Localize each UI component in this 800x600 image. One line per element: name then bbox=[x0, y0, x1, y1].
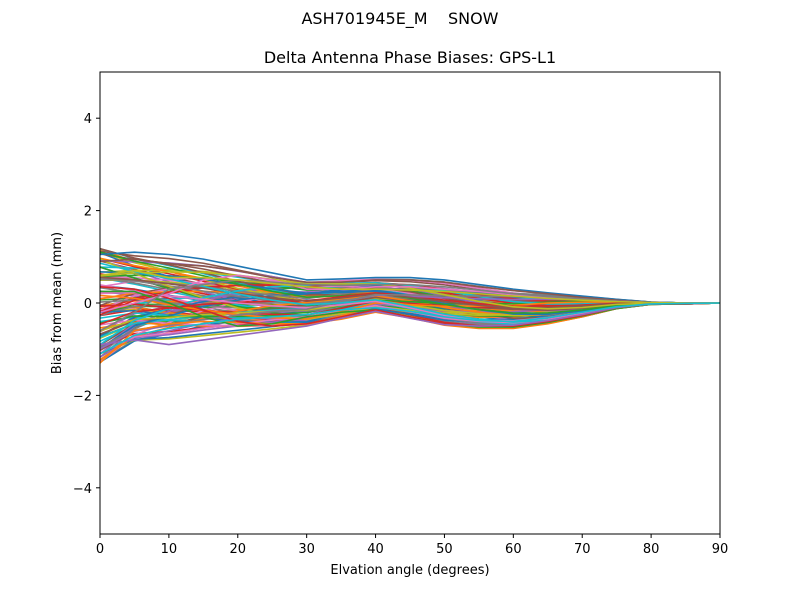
series-line bbox=[99, 302, 721, 355]
x-tick-label: 60 bbox=[505, 542, 522, 557]
y-tick-label: −2 bbox=[73, 389, 92, 404]
x-axis-ticks: 0 10 20 30 40 50 60 70 80 90 bbox=[96, 534, 728, 557]
series-line bbox=[99, 302, 721, 346]
series-line bbox=[99, 251, 721, 314]
y-tick-label: 4 bbox=[84, 112, 92, 127]
x-axis-label: Elvation angle (degrees) bbox=[330, 563, 489, 578]
y-tick-label: −4 bbox=[73, 482, 92, 497]
x-tick-label: 90 bbox=[712, 542, 729, 557]
y-axis-ticks: −4 −2 0 2 4 bbox=[73, 112, 100, 497]
series-line bbox=[99, 269, 720, 304]
x-tick-label: 20 bbox=[230, 542, 247, 557]
x-tick-label: 0 bbox=[96, 542, 104, 557]
x-tick-label: 40 bbox=[367, 542, 384, 557]
series-line bbox=[99, 270, 721, 310]
y-tick-label: 0 bbox=[84, 297, 92, 312]
chart-title: Delta Antenna Phase Biases: GPS-L1 bbox=[263, 48, 557, 67]
series-lines bbox=[99, 247, 721, 364]
y-tick-label: 2 bbox=[84, 205, 92, 220]
x-tick-label: 70 bbox=[574, 542, 591, 557]
x-tick-label: 80 bbox=[643, 542, 660, 557]
x-tick-label: 50 bbox=[436, 542, 453, 557]
figure-suptitle: ASH701945E_M SNOW bbox=[301, 9, 499, 28]
series-line bbox=[99, 258, 720, 304]
x-tick-label: 10 bbox=[161, 542, 178, 557]
y-axis-label: Bias from mean (mm) bbox=[50, 232, 65, 374]
series-line bbox=[99, 251, 720, 304]
x-tick-label: 30 bbox=[298, 542, 315, 557]
